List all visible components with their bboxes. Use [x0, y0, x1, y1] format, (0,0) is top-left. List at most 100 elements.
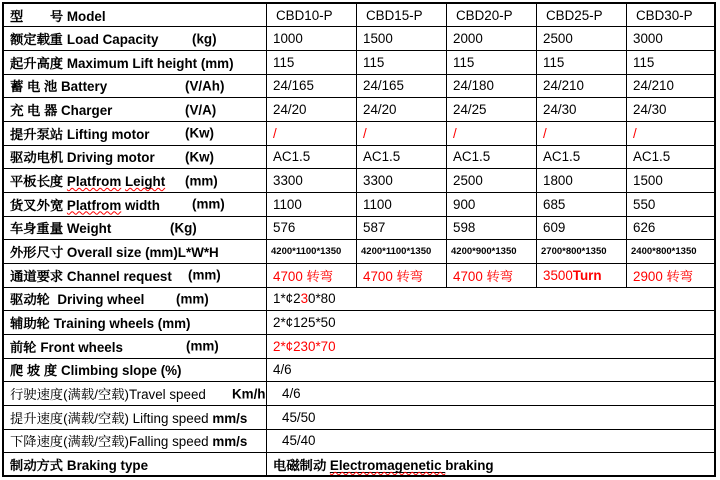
spec-value-cell: 24/165 [356, 73, 447, 99]
spec-value-cell: 4700 转弯 [266, 262, 357, 288]
table-row: 外形尺寸 Overall size (mm)L*W*H 4200*1100*135… [2, 239, 716, 264]
spec-value-text: 4/6 [273, 362, 292, 378]
spec-label-text: mm/s [212, 410, 248, 426]
spec-value-cell: 900 [446, 191, 537, 217]
spec-value-text: 115 [453, 54, 475, 70]
spec-value-cell: 115 [266, 49, 357, 75]
spec-value-cell: 3300 [266, 168, 357, 193]
spec-value-text: 1800 [543, 173, 573, 189]
spec-label-text: Climbing slope (%) [57, 363, 182, 379]
model-header-cell: CBD20-P [446, 2, 537, 28]
spec-label-text: 前轮 [10, 336, 37, 356]
spec-value-text: 576 [273, 220, 296, 236]
spec-label-text: 驱动轮 [10, 289, 50, 309]
spec-value-text: 1000 [273, 31, 303, 46]
spec-value-text: Electromagenetic [329, 457, 446, 473]
spec-value-cell: 2500 [536, 26, 627, 51]
spec-label-text: Braking type [63, 457, 149, 473]
spec-label-text: 通道要求 [10, 265, 64, 285]
spec-value-cell: 2000 [446, 26, 537, 51]
spec-value-text: 2400*800*1350 [631, 246, 697, 258]
spec-value-text: 4700 [273, 268, 307, 284]
model-name-text: CBD25-P [546, 7, 603, 23]
spec-value-cell: 24/30 [626, 97, 716, 122]
spec-value-text: 45/50 [282, 409, 316, 425]
spec-value-cell: 4/6 [266, 357, 716, 383]
spec-value-text: / [633, 125, 637, 141]
spec-label-text: 车身重量 [10, 218, 64, 238]
spec-label-text: 辅助轮 [10, 313, 50, 333]
spec-label-text: 型 号 [10, 5, 64, 25]
spec-value-cell: 45/40 [266, 428, 716, 454]
spec-value-cell: / [536, 120, 627, 146]
spec-value-text: 转弯 [486, 265, 514, 285]
spec-value-cell: 1100 [356, 191, 447, 217]
spec-label-cell: 平板长度 Platfrom Leight (mm) [2, 168, 267, 193]
model-header-cell: CBD30-P [626, 2, 716, 28]
spec-value-text: 4/6 [282, 386, 301, 402]
spec-unit-text: (V/A) [185, 102, 217, 118]
spec-unit-text: (mm) [186, 338, 219, 354]
spec-value-text: 1100 [273, 196, 302, 212]
spec-label-cell: 爬 坡 度 Climbing slope (%) [2, 357, 267, 383]
spec-value-cell: 3500Turn [536, 262, 627, 288]
table-row: 下降速度(满载/空载)Falling speed mm/s 45/40 [2, 428, 716, 454]
spec-label-text: Model [63, 8, 106, 24]
spec-value-text: 24/165 [273, 78, 314, 94]
spec-value-text: 1*¢2 [273, 291, 301, 307]
spec-value-text: 2900 [633, 268, 667, 284]
table-row: 充 电 器 Charger (V/A) 24/20 24/20 24/25 24/30 24… [2, 97, 716, 122]
spec-label-text: 充 电 器 [10, 100, 58, 120]
spec-value-cell: 2500 [446, 168, 537, 193]
spec-value-text: 115 [273, 54, 295, 70]
spec-value-cell: 587 [356, 215, 447, 241]
model-header-cell: CBD10-P [266, 2, 357, 28]
spec-value-text: 24/20 [363, 102, 397, 118]
spec-value-cell: 609 [536, 215, 627, 241]
spec-label-cell: 额定载重 Load Capacity (kg) [2, 26, 267, 51]
spec-value-text: 2700*800*1350 [541, 246, 607, 258]
spec-label-cell: 驱动电机 Driving motor (Kw) [2, 144, 267, 170]
spec-label-cell: 辅助轮 Training wheels (mm) [2, 310, 267, 335]
spec-value-text: 598 [453, 220, 476, 236]
spec-label-cell: 提升速度(满载/空载) Lifting speed mm/s [2, 404, 267, 430]
spec-value-cell: 45/50 [266, 404, 716, 430]
spec-value-cell: 576 [266, 215, 357, 241]
spec-value-text: 685 [543, 196, 566, 212]
spec-value-cell: 24/30 [536, 97, 627, 122]
spec-value-cell: 1*¢230*80 [266, 286, 716, 312]
spec-label-text: 额定载重 [10, 29, 64, 48]
spec-value-cell: 24/20 [356, 97, 447, 122]
spec-label-cell: 起升高度 Maximum Lift height (mm) [2, 49, 267, 75]
spec-value-text: AC1.5 [543, 149, 581, 165]
spec-value-cell: AC1.5 [626, 144, 716, 170]
spec-value-cell: 685 [536, 191, 627, 217]
spec-label-text: 平板长度 [10, 171, 64, 191]
spec-value-text: 626 [633, 220, 656, 236]
spec-label-text: Load Capacity [63, 32, 159, 47]
table-row: 驱动轮 Driving wheel (mm) 1*¢230*80 [2, 286, 716, 312]
spec-value-text: 3 [300, 291, 309, 307]
spec-value-text: 2*¢230*70 [273, 338, 336, 354]
table-row: 驱动电机 Driving motor (Kw) AC1.5 AC1.5 AC1.5 AC1… [2, 144, 716, 170]
spec-label-text: 提升泵站 [10, 123, 64, 143]
spec-unit-text: (Kw) [185, 149, 215, 165]
spec-value-cell: 24/20 [266, 97, 357, 122]
spec-label-text: Driving motor [63, 150, 155, 166]
spec-label-cell: 货叉外宽 Platfrom width (mm) [2, 191, 267, 217]
spec-value-text: Electromagenetic [330, 458, 445, 473]
spec-label-cell: 提升泵站 Lifting motor (Kw) [2, 120, 267, 146]
spec-value-cell: 1500 [356, 26, 447, 51]
spec-unit-text: (Kg) [170, 220, 197, 236]
table-row: 行驶速度(满载/空载)Travel speed Km/h 4/6 [2, 381, 716, 406]
spec-value-text: 3500 [543, 267, 573, 283]
spec-label-cell: 外形尺寸 Overall size (mm)L*W*H [2, 239, 267, 264]
spec-value-text: 转弯 [666, 265, 694, 285]
spec-value-text: 24/210 [543, 78, 584, 94]
spec-value-cell: 4700 转弯 [356, 262, 447, 288]
spec-value-text: 转弯 [396, 265, 424, 285]
table-row: 额定载重 Load Capacity (kg) 1000 1500 2000 2500 30… [2, 26, 716, 51]
spec-value-text: 3000 [633, 31, 663, 46]
spec-value-cell: 4200*900*1350 [446, 239, 537, 264]
spec-value-text: 24/210 [633, 78, 674, 94]
